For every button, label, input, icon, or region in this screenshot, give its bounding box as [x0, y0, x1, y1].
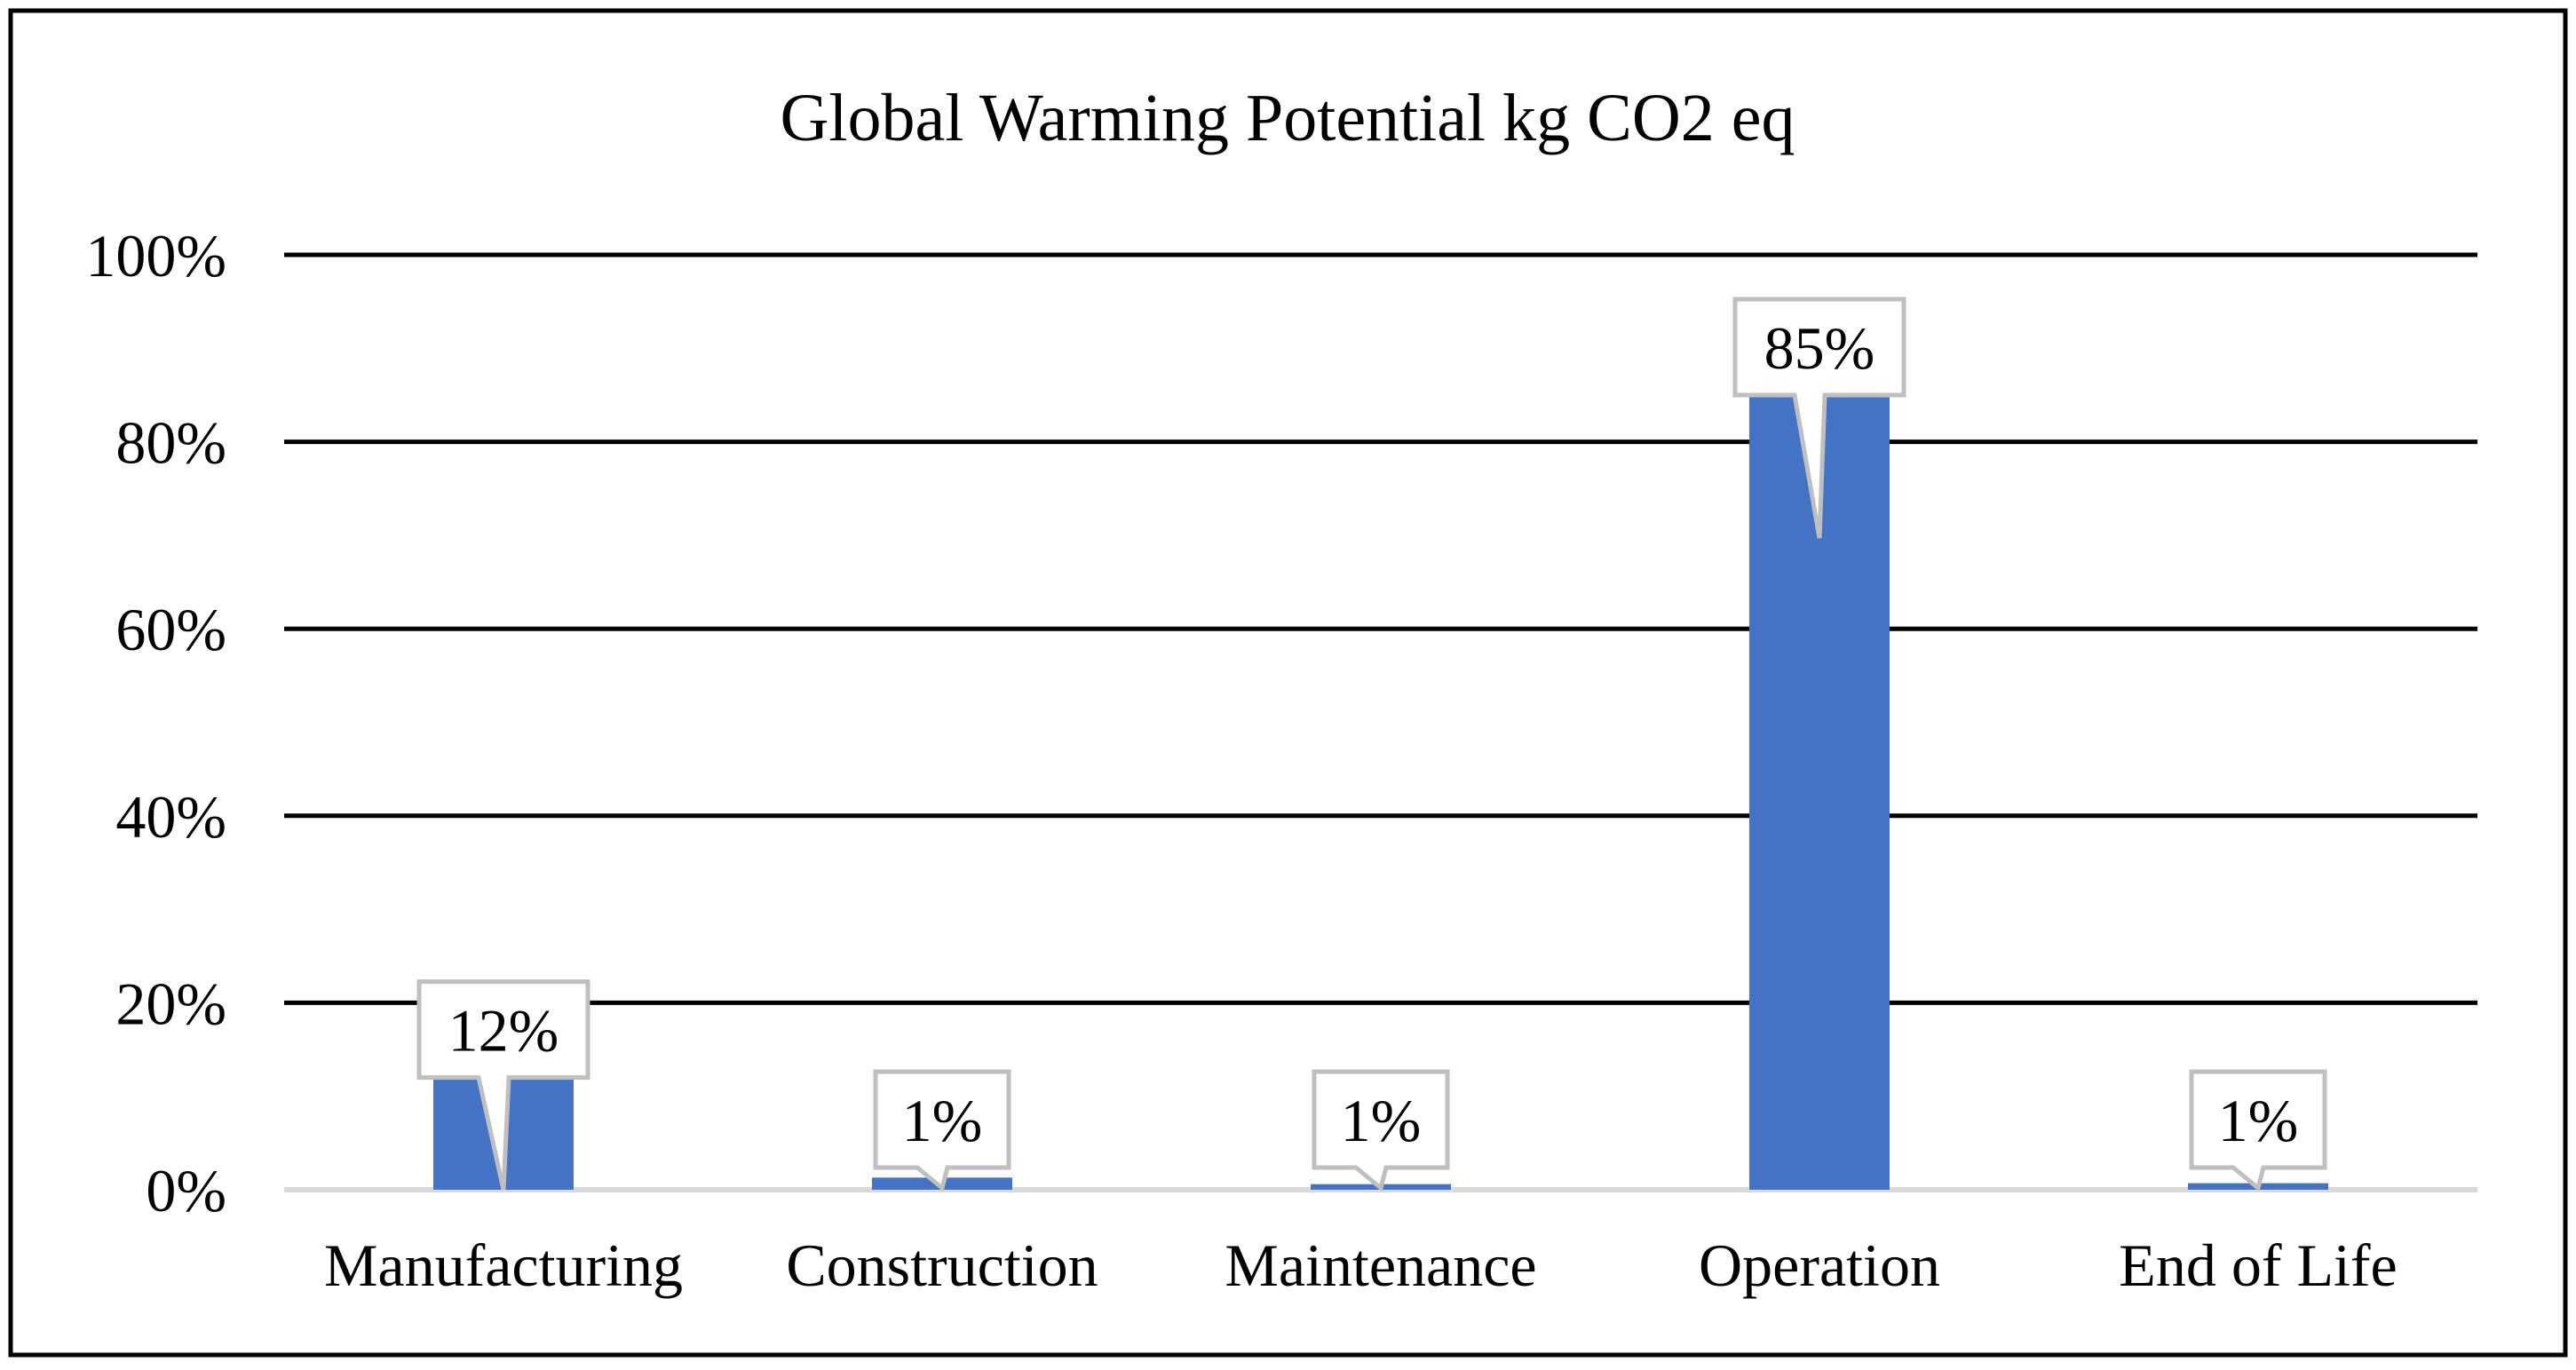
y-tick-label: 0% — [146, 1157, 226, 1224]
data-label-callout — [2189, 1069, 2327, 1192]
x-tick-label: Operation — [1699, 1231, 1940, 1299]
chart-title: Global Warming Potential kg CO2 eq — [781, 81, 1795, 155]
x-tick-label: Maintenance — [1225, 1231, 1536, 1299]
y-axis-ticks: 0% 20% 40% 60% 80% 100% — [85, 222, 226, 1224]
data-label: 85% — [1764, 314, 1875, 382]
y-tick-label: 20% — [115, 970, 226, 1037]
gridlines — [284, 252, 2477, 1192]
chart-frame — [8, 8, 2568, 1358]
y-tick-label: 40% — [115, 783, 226, 851]
data-labels: 12% 1% 1% 85% 1% — [416, 297, 2327, 1192]
x-axis-labels: Manufacturing Construction Maintenance Oper… — [324, 1231, 2398, 1299]
data-label: 1% — [1341, 1087, 1422, 1154]
y-tick-label: 60% — [115, 596, 226, 663]
y-tick-label: 100% — [85, 222, 226, 289]
data-label-callout — [1732, 297, 1906, 539]
data-label-callout — [1312, 1069, 1450, 1192]
x-tick-label: Construction — [786, 1231, 1098, 1299]
data-label-callout — [416, 979, 590, 1191]
x-tick-label: Manufacturing — [324, 1231, 683, 1299]
data-label-callout — [873, 1069, 1011, 1192]
data-label: 12% — [448, 997, 559, 1065]
y-tick-label: 80% — [115, 409, 226, 477]
data-label: 1% — [902, 1087, 983, 1154]
data-label: 1% — [2218, 1087, 2299, 1154]
x-tick-label: End of Life — [2119, 1231, 2397, 1299]
